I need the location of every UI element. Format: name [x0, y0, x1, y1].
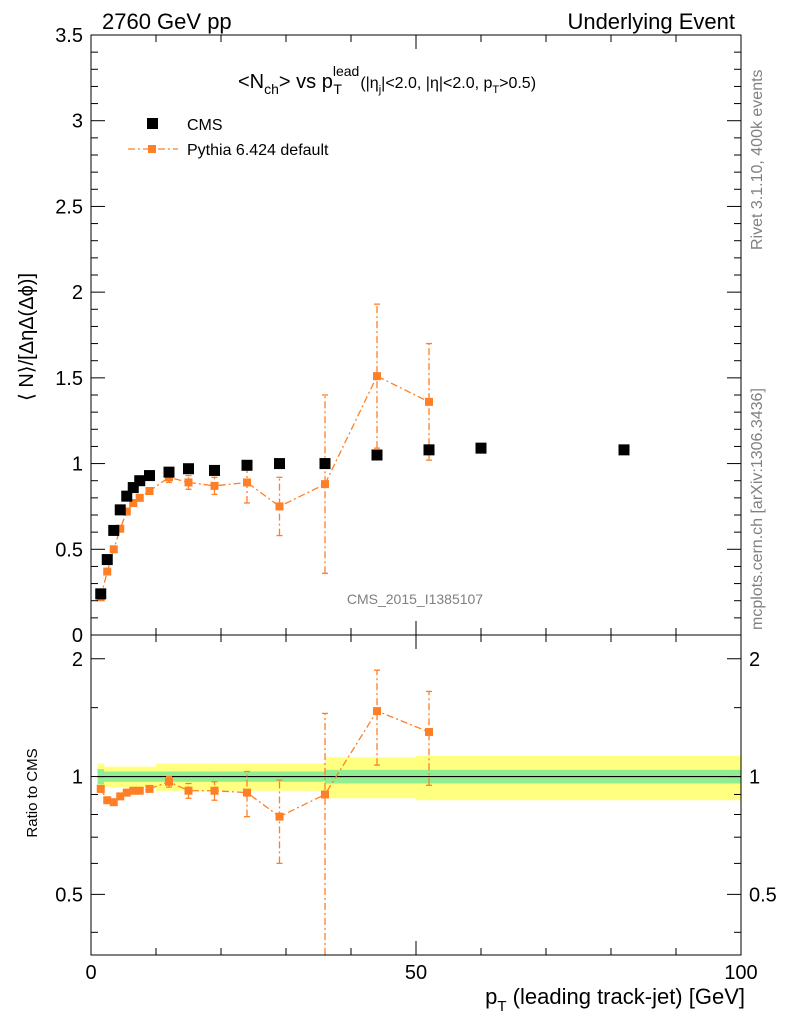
ratio-point [122, 788, 131, 797]
main-y-tick-label: 3.5 [55, 25, 83, 47]
cms-point [423, 444, 435, 456]
chart-title: <Nch> vs plead T (|ηj|<2.0, |η|<2.0, pT>0… [238, 63, 536, 97]
pythia-point [116, 524, 125, 533]
pythia-point [425, 397, 433, 406]
cms-point [108, 524, 120, 536]
x-tick-label: 50 [405, 962, 427, 984]
x-tick-label: 0 [85, 962, 96, 984]
legend-marker-pythia [148, 145, 156, 153]
cms-point [618, 444, 630, 456]
ratio-y-axis-label: Ratio to CMS [24, 748, 41, 837]
main-y-axis-label: ⟨ N⟩/[ΔηΔ(Δϕ)] [16, 273, 38, 401]
x-tick-label: 100 [724, 962, 757, 984]
ratio-y-tick-label: 2 [72, 649, 83, 671]
legend-label-pythia: Pythia 6.424 default [187, 142, 329, 159]
ratio-point [165, 777, 173, 786]
rivet-version-label: Rivet 3.1.10, 400k events [749, 69, 766, 250]
pythia-series-line [100, 375, 430, 598]
pythia-point [275, 502, 284, 511]
pythia-point [135, 493, 144, 502]
ratio-panel-marks [96, 669, 433, 955]
pythia-point [145, 487, 154, 495]
pythia-point [184, 478, 193, 487]
ratio-point [129, 786, 138, 795]
ratio-point [243, 788, 251, 797]
main-y-tick-label: 0 [72, 625, 83, 647]
ratio-point [184, 786, 193, 795]
ratio-y-tick-label: 0.5 [55, 884, 83, 906]
ratio-point [321, 790, 329, 799]
cms-point [121, 490, 133, 502]
main-y-tick-label: 3 [72, 111, 83, 133]
pythia-point [103, 567, 112, 576]
cms-point [134, 475, 146, 487]
main-y-tick-label: 2.5 [55, 196, 83, 218]
ratio-point [373, 707, 381, 716]
ratio-y-tick-label-right: 0.5 [749, 884, 777, 906]
main-y-tick-label: 1 [72, 454, 83, 476]
ratio-panel-ticks: 0.5 0.5 1 1 2 2 0 50 100 [55, 635, 777, 984]
cms-point [114, 504, 126, 516]
ratio-point [96, 784, 105, 793]
cms-point [241, 459, 253, 471]
legend: CMS Pythia 6.424 default [128, 117, 329, 159]
mcplots-source-label: mcplots.cern.ch [arXiv:1306.3436] [749, 388, 766, 630]
ratio-panel: 0.5 0.5 1 1 2 2 0 50 100 Ratio to CMS [24, 634, 777, 984]
ratio-y-tick-label-right: 2 [749, 649, 760, 671]
main-y-tick-label: 2 [72, 282, 83, 304]
main-y-tick-label: 0.5 [55, 539, 83, 561]
main-panel: 0 0.5 1 1.5 2 2.5 3 3.5 <Nch> vs plead T (|ηj|<2… [16, 25, 742, 647]
cms-point [183, 463, 194, 475]
header-left-label: 2760 GeV pp [102, 9, 232, 34]
ratio-point [103, 796, 112, 805]
pythia-point [210, 481, 219, 490]
legend-label-cms: CMS [187, 117, 223, 134]
cms-point [371, 449, 383, 461]
pythia-point [109, 545, 118, 554]
pythia-point [243, 478, 251, 487]
pythia-point [373, 372, 381, 381]
main-y-tick-label: 1.5 [55, 368, 83, 390]
ratio-series-line [100, 710, 430, 818]
cms-point [95, 588, 107, 600]
main-panel-marks [95, 303, 630, 602]
cms-point [144, 470, 155, 482]
pythia-point [321, 480, 329, 489]
legend-marker-cms [147, 118, 158, 129]
analysis-id-label: CMS_2015_I1385107 [347, 591, 483, 607]
ratio-point [210, 786, 219, 795]
main-panel-ticks: 0 0.5 1 1.5 2 2.5 3 3.5 [55, 25, 742, 647]
ratio-uncertainty-bands [97, 755, 741, 801]
ratio-point [145, 784, 154, 793]
ratio-point [109, 798, 118, 807]
ratio-point [275, 812, 284, 821]
ratio-point [116, 792, 125, 801]
cms-point [209, 464, 220, 476]
ratio-y-tick-label-right: 1 [749, 767, 760, 789]
ratio-point [425, 727, 433, 736]
pythia-point [122, 507, 131, 516]
cms-point [274, 458, 285, 470]
cms-point [163, 466, 175, 478]
ratio-point [135, 786, 144, 795]
ratio-y-tick-label: 1 [72, 767, 83, 789]
cms-point [319, 458, 331, 470]
header-right-label: Underlying Event [567, 9, 735, 34]
pythia-point [129, 499, 138, 507]
cms-point [127, 482, 139, 494]
cms-point [101, 554, 113, 566]
cms-point [475, 442, 487, 454]
x-axis-label: pT (leading track-jet) [GeV] [485, 984, 745, 1015]
